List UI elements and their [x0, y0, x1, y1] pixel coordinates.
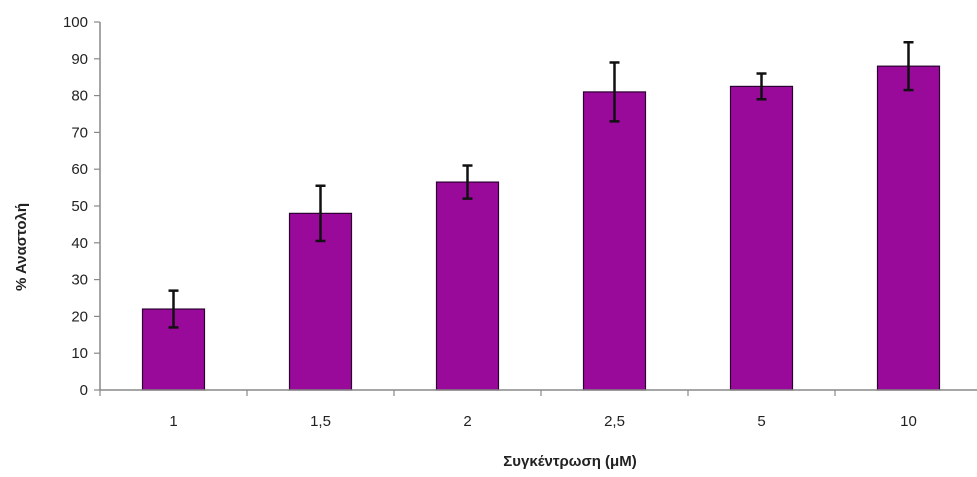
x-tick-label: 2 [463, 413, 471, 430]
y-tick-label: 50 [71, 198, 88, 215]
y-axis-title: % Αναστολή [13, 203, 30, 291]
y-tick-label: 80 [71, 88, 88, 105]
x-tick-label: 1,5 [310, 413, 331, 430]
y-tick-label: 70 [71, 124, 88, 141]
x-tick-label: 2,5 [604, 413, 625, 430]
y-tick-label: 60 [71, 161, 88, 178]
y-tick-label: 0 [80, 382, 88, 399]
bar [288, 212, 353, 391]
bar [729, 85, 794, 391]
x-tick-label: 10 [900, 413, 917, 430]
y-tick-label: 20 [71, 308, 88, 325]
bar [876, 65, 941, 391]
bar [435, 181, 500, 391]
x-tick-label: 5 [757, 413, 765, 430]
y-axis-ticks: 0 10 20 30 40 50 60 70 80 90 100 [63, 14, 100, 399]
bars [141, 65, 941, 391]
y-tick-label: 90 [71, 51, 88, 68]
y-tick-label: 100 [63, 14, 88, 31]
y-tick-label: 40 [71, 235, 88, 252]
y-tick-label: 10 [71, 345, 88, 362]
x-axis-ticks: 1 1,5 2 2,5 5 10 [99, 390, 917, 430]
y-tick-label: 30 [71, 272, 88, 289]
bar [582, 91, 647, 391]
x-tick-label: 1 [169, 413, 177, 430]
error-bars [168, 40, 914, 329]
x-axis-title: Συγκέντρωση (μM) [503, 453, 636, 470]
